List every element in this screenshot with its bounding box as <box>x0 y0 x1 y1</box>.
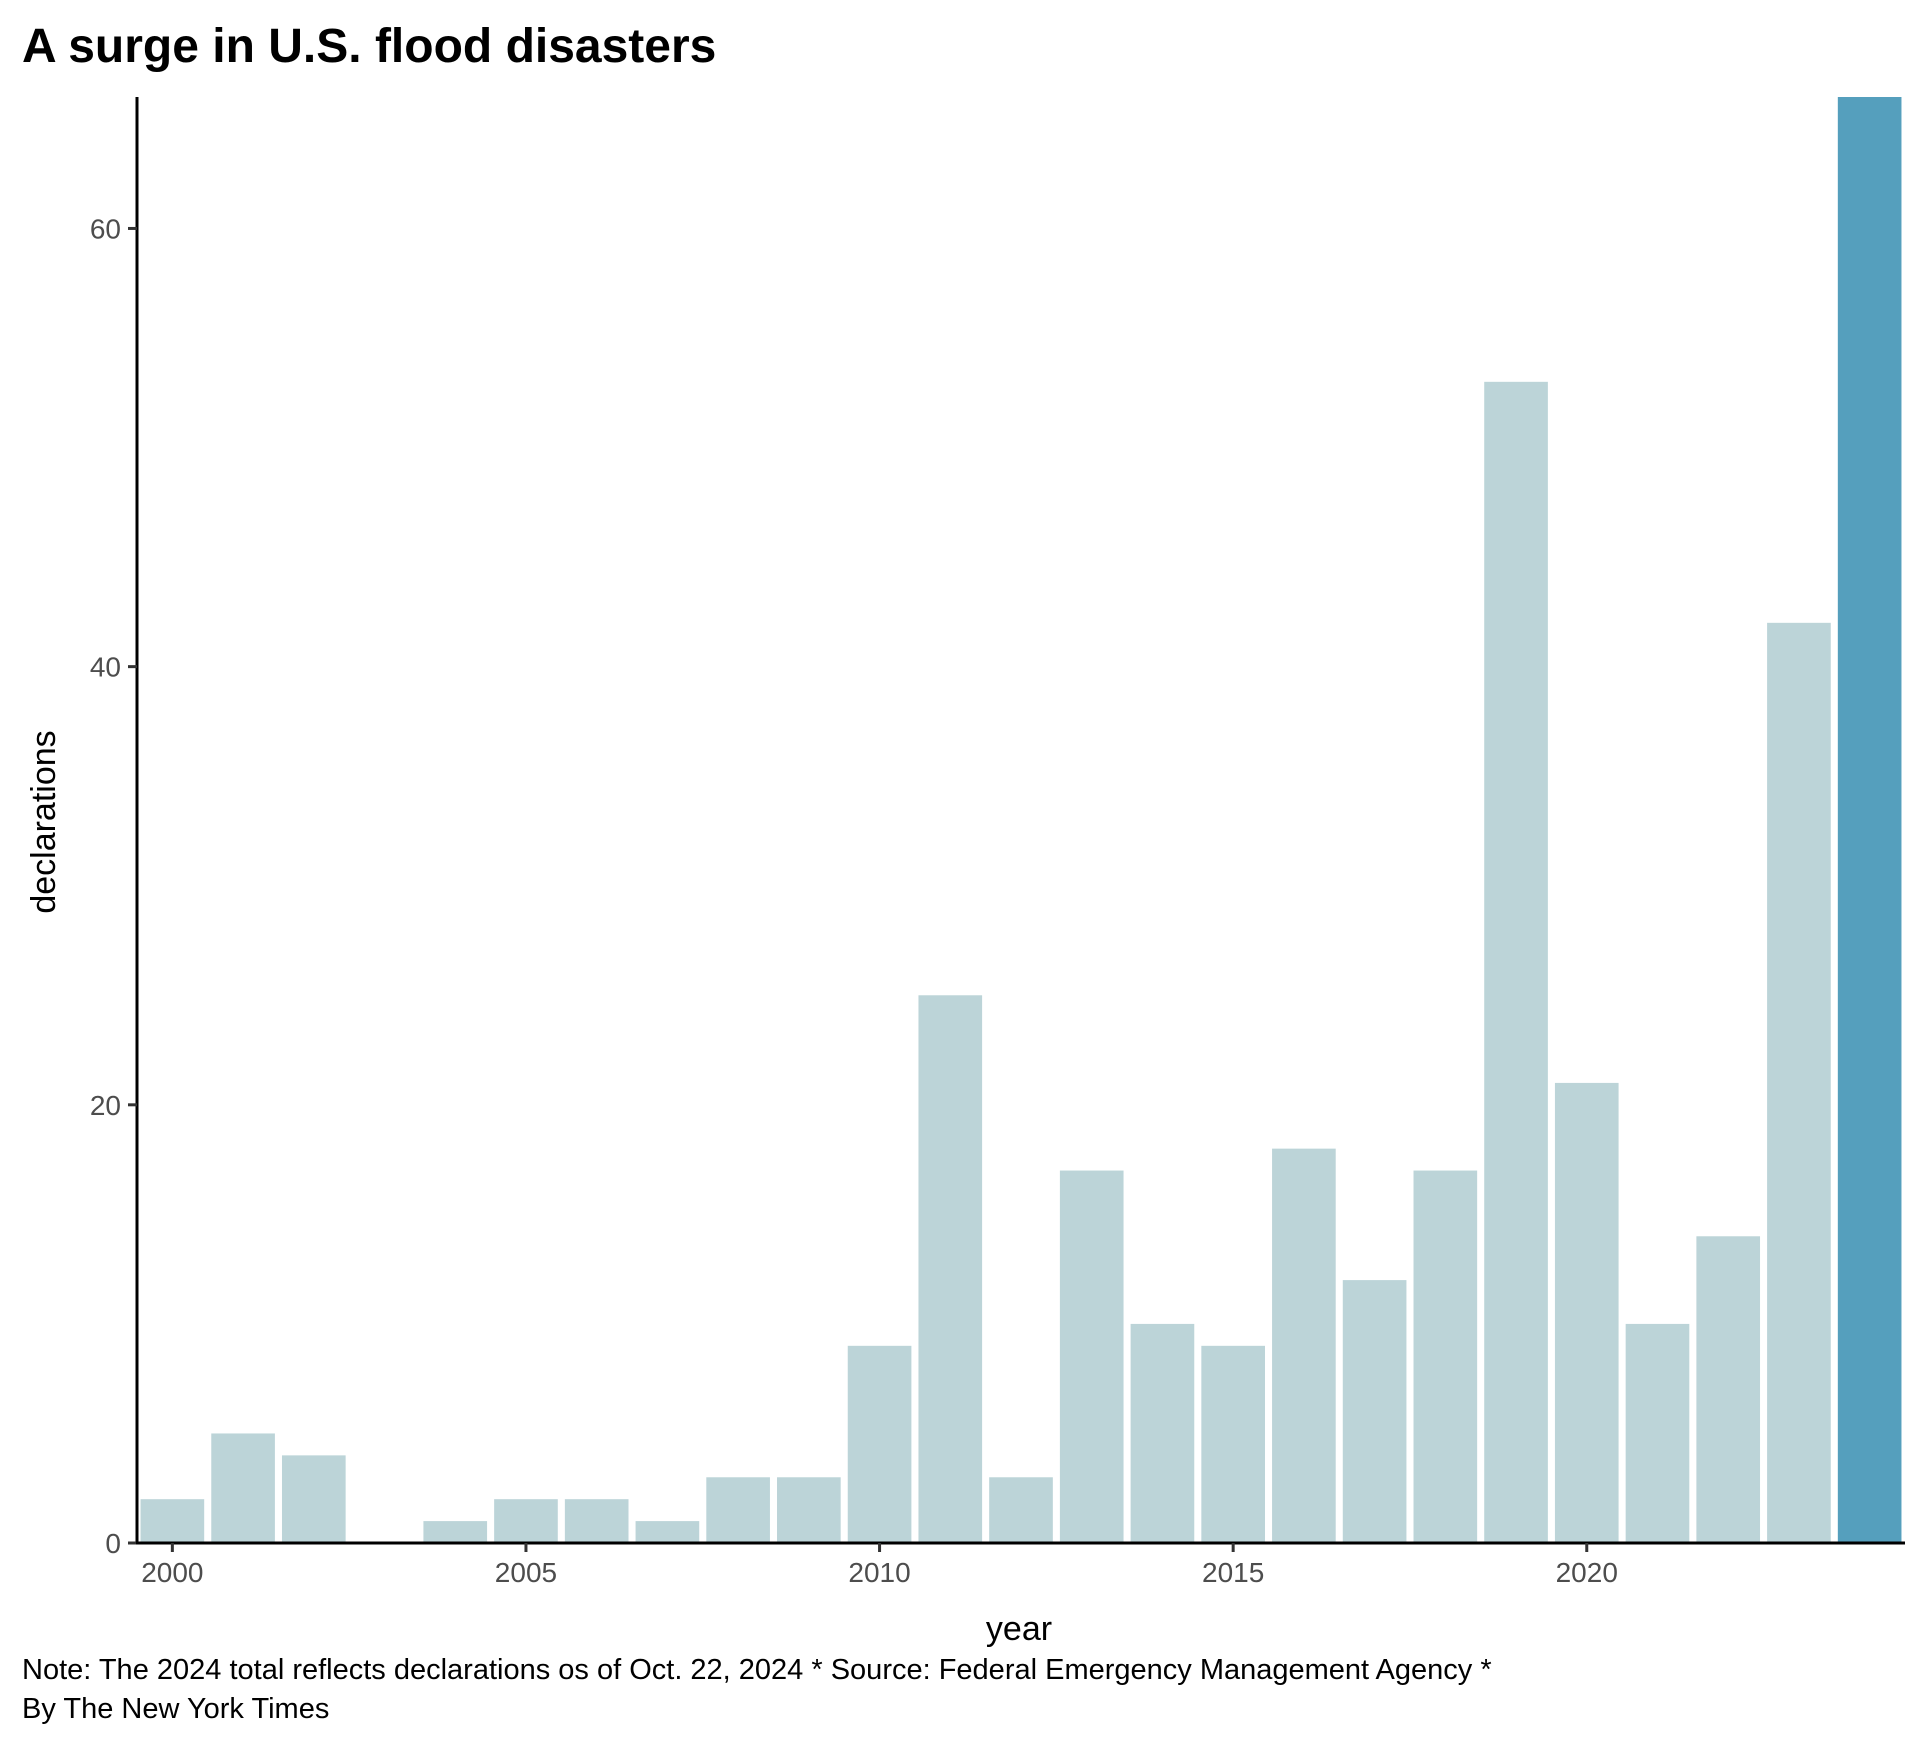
bar-2000 <box>140 1499 205 1543</box>
y-tick-label: 20 <box>90 1090 121 1121</box>
bar-2009 <box>777 1477 841 1543</box>
y-tick-label: 0 <box>105 1528 121 1559</box>
bar-2022 <box>1696 1236 1761 1543</box>
bar-2012 <box>989 1477 1053 1543</box>
y-tick-label: 60 <box>90 213 121 244</box>
bar-2021 <box>1625 1323 1690 1543</box>
bar-2014 <box>1130 1323 1195 1543</box>
x-tick-label: 2020 <box>1556 1557 1618 1588</box>
bar-2010 <box>847 1345 912 1543</box>
x-tick-label: 2015 <box>1202 1557 1264 1588</box>
bar-2020 <box>1554 1082 1619 1543</box>
bar-2023 <box>1767 622 1831 1543</box>
bar-2016 <box>1272 1148 1336 1543</box>
caption-line-2: By The New York Times <box>22 1693 329 1725</box>
bar-2019 <box>1484 381 1548 1543</box>
bar-2001 <box>211 1433 275 1543</box>
bar-2013 <box>1059 1170 1124 1543</box>
bar-2017 <box>1342 1280 1407 1543</box>
bar-2004 <box>423 1521 488 1543</box>
bar-2015 <box>1201 1345 1265 1543</box>
y-axis-label: declarations <box>25 730 63 913</box>
bar-2005 <box>494 1499 558 1543</box>
bar-2018 <box>1413 1170 1478 1543</box>
y-tick-label: 40 <box>90 652 121 683</box>
bar-2011 <box>918 995 983 1543</box>
x-tick-label: 2005 <box>495 1557 557 1588</box>
y-axis: 0 20 40 60 <box>90 97 139 1559</box>
bar-2024 <box>1837 97 1902 1543</box>
x-tick-label: 2010 <box>848 1557 910 1588</box>
caption-line-1: Note: The 2024 total reflects declaratio… <box>22 1654 1492 1686</box>
x-axis-label: year <box>986 1610 1052 1648</box>
bar-2002 <box>281 1455 346 1543</box>
bars-group <box>140 97 1902 1543</box>
x-axis: 2000 2005 2010 2015 2020 <box>136 1541 1905 1588</box>
bar-2008 <box>706 1477 770 1543</box>
bar-2007 <box>635 1521 700 1543</box>
x-tick-label: 2000 <box>141 1557 203 1588</box>
bar-2006 <box>564 1499 629 1543</box>
chart-title: A surge in U.S. flood disasters <box>22 20 716 73</box>
